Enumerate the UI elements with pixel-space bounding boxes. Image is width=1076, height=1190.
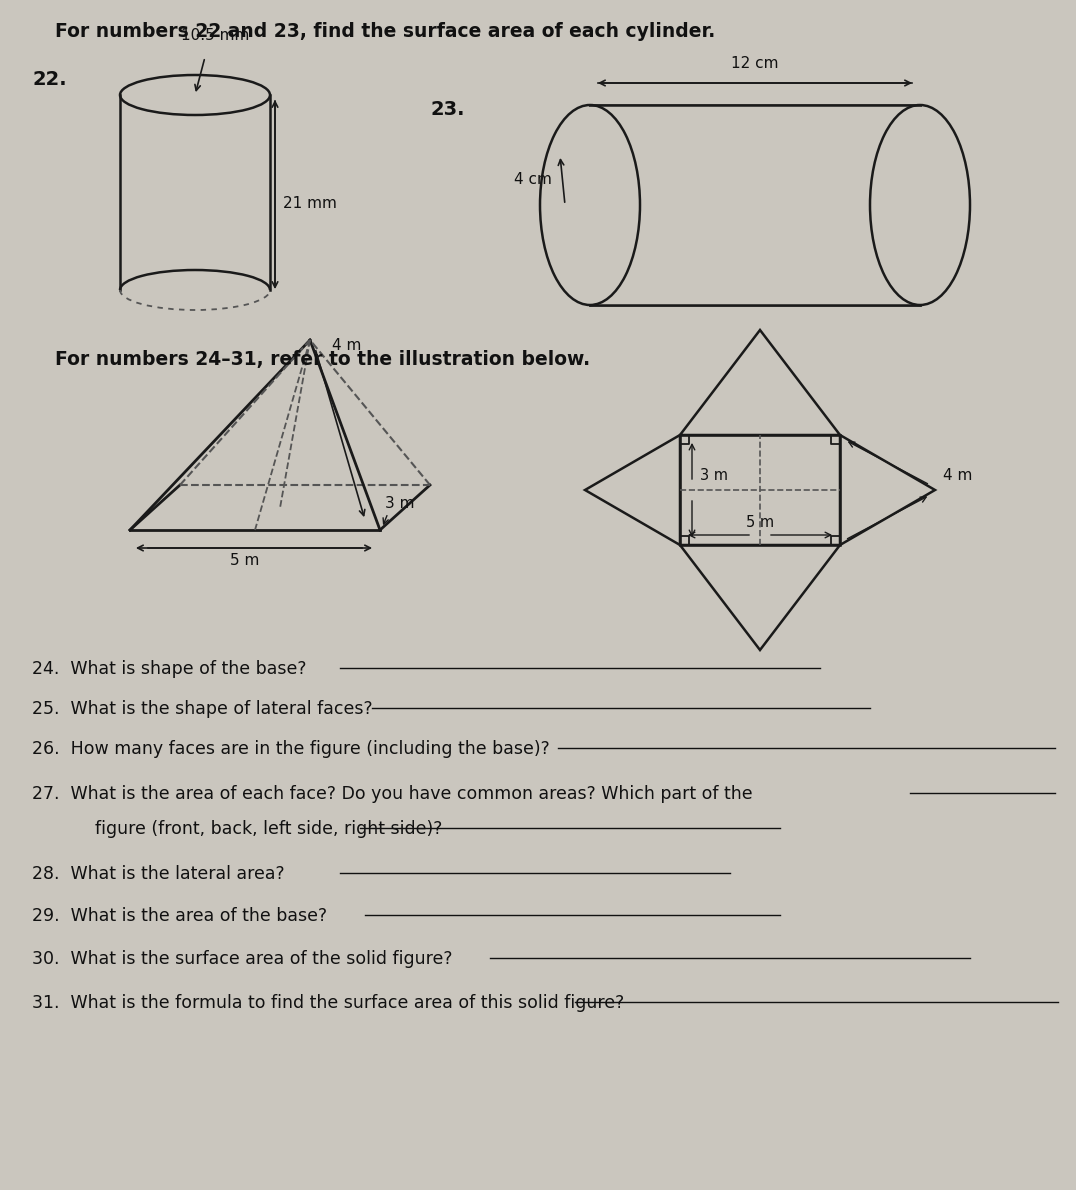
- Text: 10.5 mm: 10.5 mm: [181, 29, 250, 43]
- Text: figure (front, back, left side, right side)?: figure (front, back, left side, right si…: [95, 820, 442, 838]
- Text: 3 m: 3 m: [385, 495, 414, 511]
- Bar: [590, 105, 920, 305]
- Text: For numbers 24–31, refer to the illustration below.: For numbers 24–31, refer to the illustra…: [55, 350, 590, 369]
- Text: 3 m: 3 m: [700, 468, 728, 482]
- Text: 25.  What is the shape of lateral faces?: 25. What is the shape of lateral faces?: [32, 700, 372, 718]
- Text: 26.  How many faces are in the figure (including the base)?: 26. How many faces are in the figure (in…: [32, 740, 550, 758]
- Text: 28.  What is the lateral area?: 28. What is the lateral area?: [32, 865, 285, 883]
- Text: 27.  What is the area of each face? Do you have common areas? Which part of the: 27. What is the area of each face? Do yo…: [32, 785, 752, 803]
- Text: 23.: 23.: [430, 100, 465, 119]
- Text: For numbers 22 and 23, find the surface area of each cylinder.: For numbers 22 and 23, find the surface …: [55, 21, 716, 40]
- Text: 29.  What is the area of the base?: 29. What is the area of the base?: [32, 907, 327, 925]
- Text: 4 cm: 4 cm: [514, 173, 552, 188]
- Text: 4 m: 4 m: [943, 468, 973, 482]
- Text: 5 m: 5 m: [746, 515, 774, 530]
- Text: 12 cm: 12 cm: [732, 56, 779, 71]
- Text: 30.  What is the surface area of the solid figure?: 30. What is the surface area of the soli…: [32, 950, 453, 967]
- Text: 4 m: 4 m: [332, 338, 362, 352]
- Text: 31.  What is the formula to find the surface area of this solid figure?: 31. What is the formula to find the surf…: [32, 994, 624, 1012]
- Text: 21 mm: 21 mm: [283, 195, 337, 211]
- Text: 24.  What is shape of the base?: 24. What is shape of the base?: [32, 660, 307, 678]
- Text: 22.: 22.: [32, 70, 67, 89]
- Text: 5 m: 5 m: [230, 553, 259, 568]
